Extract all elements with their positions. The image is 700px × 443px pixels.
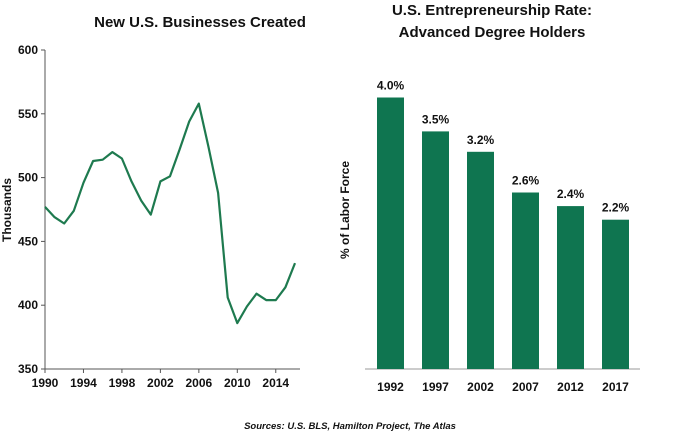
bar-chart-title: U.S. Entrepreneurship Rate: <box>392 2 592 19</box>
line-chart-title: New U.S. Businesses Created <box>94 14 306 31</box>
bar-data-label: 2.6% <box>512 174 540 188</box>
x-tick-label: 1994 <box>70 376 97 390</box>
y-tick-label: 500 <box>18 171 38 185</box>
bar-chart-subtitle: Advanced Degree Holders <box>399 24 586 41</box>
x-tick-label: 2007 <box>512 380 539 394</box>
bar-chart-y-axis-label: % of Labor Force <box>338 161 352 259</box>
line-chart-x-ticks: 1990 1994 1998 2002 2006 2010 2014 <box>32 369 289 390</box>
y-tick-label: 450 <box>18 234 38 248</box>
y-tick-label: 400 <box>18 298 38 312</box>
bar <box>557 206 584 369</box>
y-tick-label: 350 <box>18 362 38 376</box>
line-chart-y-axis-label: Thousands <box>0 178 14 242</box>
x-tick-label: 1998 <box>109 376 136 390</box>
x-tick-label: 1997 <box>422 380 449 394</box>
x-tick-label: 2010 <box>224 376 251 390</box>
bar-data-label: 2.4% <box>557 187 585 201</box>
x-tick-label: 2017 <box>602 380 629 394</box>
bar <box>467 151 494 369</box>
y-tick-label: 550 <box>18 107 38 121</box>
x-tick-label: 2012 <box>557 380 584 394</box>
y-tick-label: 600 <box>18 43 38 57</box>
x-tick-label: 2014 <box>262 376 289 390</box>
bar-data-label: 4.0% <box>377 79 405 93</box>
x-tick-label: 2002 <box>147 376 174 390</box>
x-tick-label: 2002 <box>467 380 494 394</box>
line-chart: New U.S. Businesses Created Thousands 35… <box>0 14 306 390</box>
bar-data-label: 3.5% <box>422 112 450 126</box>
bar-data-label: 2.2% <box>602 201 630 215</box>
line-chart-y-ticks: 350 400 450 500 550 600 <box>18 43 45 376</box>
bar-chart: U.S. Entrepreneurship Rate: Advanced Deg… <box>338 2 640 394</box>
source-note: Sources: U.S. BLS, Hamilton Project, The… <box>244 421 456 432</box>
x-tick-label: 2006 <box>185 376 212 390</box>
bar <box>602 219 629 369</box>
x-tick-label: 1990 <box>32 376 59 390</box>
bar <box>377 97 404 369</box>
bar <box>512 192 539 369</box>
bar <box>422 131 449 369</box>
line-series <box>44 102 297 325</box>
bar-data-label: 3.2% <box>467 133 495 147</box>
x-tick-label: 1992 <box>377 380 404 394</box>
bar-marks: 4.0% 1992 3.5% 1997 3.2% 2002 2.6% 2007 2.4% 2012… <box>377 79 630 395</box>
